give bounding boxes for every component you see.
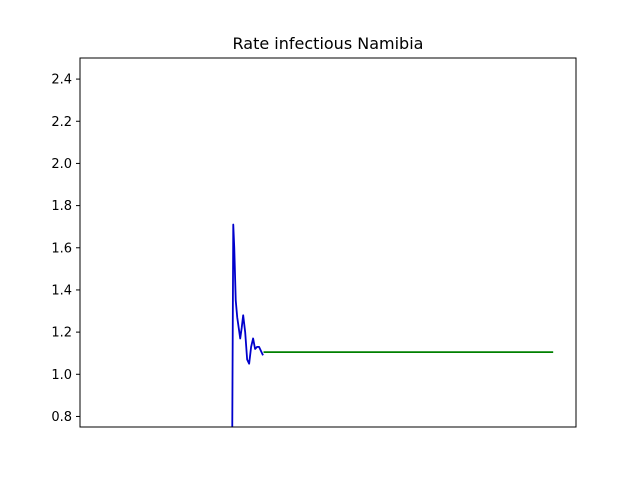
series-line-1 bbox=[231, 223, 264, 427]
y-tick-label: 2.2 bbox=[51, 115, 72, 130]
y-tick-label: 1.8 bbox=[51, 199, 72, 214]
y-tick-label: 0.8 bbox=[51, 410, 72, 425]
chart-title: Rate infectious Namibia bbox=[233, 34, 424, 53]
y-tick-label: 2.4 bbox=[51, 73, 72, 88]
y-tick-label: 1.6 bbox=[51, 241, 72, 256]
y-tick-label: 1.4 bbox=[51, 283, 72, 298]
y-tick-label: 1.0 bbox=[51, 368, 72, 383]
y-axis: 0.8 1.0 1.2 1.4 1.6 1.8 2.0 2.2 2.4 bbox=[51, 73, 80, 425]
plot-frame bbox=[79, 57, 577, 428]
y-tick-label: 2.0 bbox=[51, 157, 72, 172]
plot-lines bbox=[231, 223, 554, 427]
y-tick-label: 1.2 bbox=[51, 326, 72, 341]
